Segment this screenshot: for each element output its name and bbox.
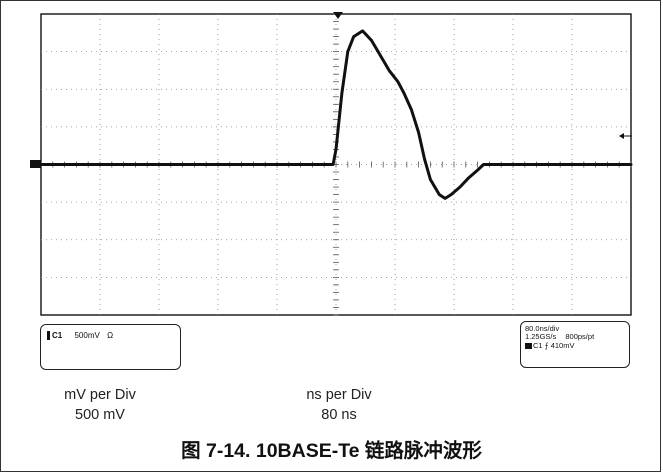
horizontal-scale-value: 80 ns bbox=[321, 407, 357, 423]
trigger-slope-icon: ⨍ bbox=[544, 341, 549, 350]
channel-label: C1 bbox=[47, 331, 62, 340]
figure-caption: 图 7-14. 10BASE-Te 链路脉冲波形 bbox=[181, 440, 482, 462]
trigger-channel-swatch bbox=[525, 343, 532, 349]
horizontal-scale-legend: ns per Div 80 ns bbox=[284, 385, 394, 425]
trigger-position-marker bbox=[333, 12, 343, 19]
vertical-scale-label: mV per Div bbox=[64, 387, 136, 403]
timebase-value: 80.0ns/div bbox=[525, 324, 560, 333]
vertical-scale-legend: mV per Div 500 mV bbox=[40, 385, 160, 425]
waveform-trace bbox=[30, 29, 633, 200]
sample-interval: 800ps/pt bbox=[565, 332, 595, 341]
horizontal-scale-label: ns per Div bbox=[306, 387, 372, 403]
sample-rate: 1.25GS/s bbox=[525, 332, 557, 341]
timebase-settings-box: 80.0ns/div 1.25GS/s 800ps/pt C1 ⨍ 410mV bbox=[520, 321, 630, 368]
coupling-symbol: Ω bbox=[107, 331, 114, 340]
graticule-center-ticks bbox=[40, 13, 632, 316]
trigger-channel: C1 bbox=[533, 341, 543, 350]
channel-scale: 500mV bbox=[74, 331, 100, 340]
vertical-scale-value: 500 mV bbox=[75, 407, 125, 423]
trigger-level-arrow bbox=[619, 133, 632, 139]
channel-settings-box: C1 500mV Ω bbox=[40, 324, 181, 370]
trigger-level: 410mV bbox=[550, 341, 575, 350]
ground-level-marker bbox=[30, 160, 41, 168]
